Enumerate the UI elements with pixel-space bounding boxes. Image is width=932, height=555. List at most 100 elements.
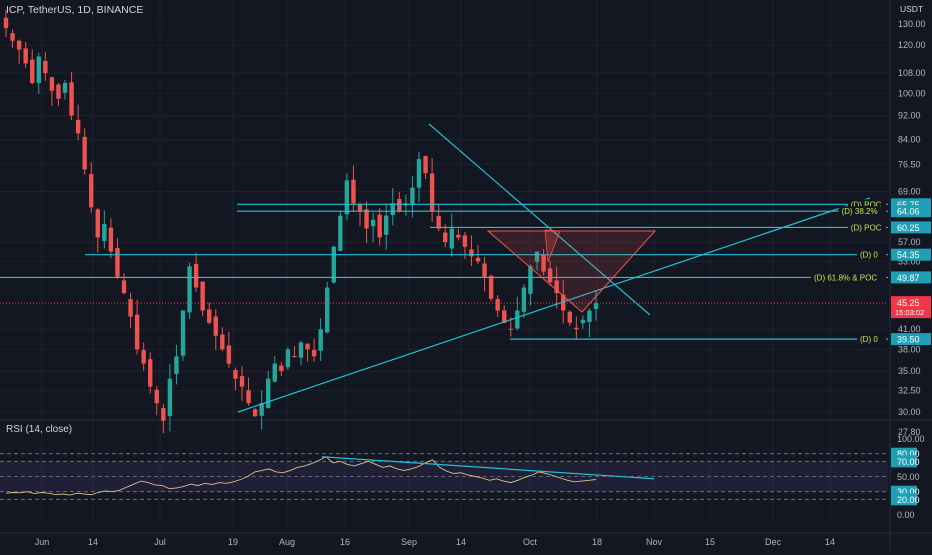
candle-body	[121, 280, 127, 294]
price-tick-label: 120.00	[898, 40, 926, 50]
candle-body	[167, 378, 173, 417]
pattern-wedge	[544, 229, 561, 263]
candle-body	[364, 209, 369, 229]
price-tick-label: 41.00	[898, 324, 921, 334]
rsi-tick-label: 0.00	[897, 510, 915, 520]
price-tick-label: 130.00	[898, 19, 926, 29]
candle-body	[187, 266, 192, 313]
candle-body	[429, 173, 435, 212]
level-value-text: 54.35	[897, 250, 920, 260]
level-value-text: 65.75	[897, 200, 920, 210]
level-tag-text: (D) POC	[851, 223, 882, 232]
candle-body	[311, 349, 317, 357]
price-tick-label: 92.00	[898, 110, 921, 120]
drawing-tools	[0, 123, 888, 413]
candle-body	[331, 246, 336, 283]
last-price-value: 45.25	[897, 298, 920, 308]
candle-body	[528, 266, 533, 294]
candle-body	[279, 365, 284, 372]
price-tick-label: 100.00	[898, 88, 926, 98]
candle-body	[344, 180, 350, 215]
time-tick-label: Jul	[154, 537, 166, 547]
price-tick-label: 27.80	[898, 427, 921, 437]
candle-body	[534, 251, 540, 262]
candle-body	[502, 310, 507, 323]
candle-body	[508, 328, 513, 330]
price-tick-label: 69.00	[898, 187, 921, 197]
candle-body	[305, 343, 310, 350]
candle-body	[567, 311, 572, 323]
pattern-triangle	[486, 230, 657, 313]
candle-body	[443, 232, 448, 243]
candle-body	[200, 281, 205, 311]
level-value-box	[891, 205, 931, 218]
level-value-text: 39.50	[897, 335, 920, 345]
rsi-tick-label: 80.00	[897, 449, 920, 459]
candle-body	[469, 249, 474, 257]
candle-body	[298, 342, 304, 358]
price-tick-label: 38.00	[898, 344, 921, 354]
candle-body	[292, 356, 297, 358]
time-tick-label: 14	[88, 537, 98, 547]
candle-body	[220, 334, 225, 350]
candle-body	[226, 345, 232, 364]
candle-body	[462, 235, 468, 247]
level-value-box	[891, 271, 931, 284]
candle-body	[574, 327, 579, 330]
candle-body	[154, 389, 159, 404]
candle-body	[174, 356, 179, 375]
time-tick-label: Oct	[523, 537, 538, 547]
grid-lines	[0, 0, 888, 525]
level-tag-text: (D) 61.8% & POC	[814, 273, 877, 282]
rising-trendline	[237, 197, 871, 413]
rsi-tick-label: 100.00	[897, 434, 925, 444]
candle-body	[482, 263, 487, 277]
level-tag-text: (D) POC	[851, 200, 882, 209]
level-value-box	[891, 221, 931, 234]
rsi-tick-label: 20.00	[897, 495, 920, 505]
candle-body	[180, 310, 186, 356]
candle-body	[115, 248, 120, 277]
time-tick-label: 18	[592, 537, 602, 547]
rsi-indicator-label[interactable]: RSI (14, close)	[6, 424, 73, 435]
time-tick-label: Sep	[401, 537, 417, 547]
symbol-header[interactable]: ICP, TetherUS, 1D, BINANCE	[6, 4, 144, 16]
candle-body	[56, 84, 61, 99]
price-tick-label: 30.00	[898, 407, 921, 417]
level-value-text: 49.87	[897, 273, 920, 283]
candle-body	[239, 376, 245, 387]
candle-body	[515, 310, 520, 329]
candle-body	[488, 275, 494, 299]
candle-body	[10, 33, 15, 41]
candle-body	[475, 257, 481, 262]
candle-body	[102, 224, 107, 241]
candle-body	[193, 263, 199, 288]
price-tick-label: 76.50	[898, 159, 921, 169]
candle-body	[49, 77, 55, 91]
candle-body	[449, 228, 454, 249]
candle-body	[16, 40, 22, 50]
candle-body	[207, 309, 212, 323]
candle-body	[89, 174, 94, 208]
level-tag-bg	[857, 334, 886, 345]
candle-body	[377, 214, 382, 238]
candle-body	[325, 287, 330, 333]
rsi-level-box	[891, 493, 917, 506]
candle-body	[108, 227, 114, 252]
time-tick-label: Aug	[279, 537, 295, 547]
candle-body	[233, 369, 238, 379]
level-value-box	[891, 248, 931, 261]
time-tick-label: 14	[825, 537, 835, 547]
candle-body	[587, 310, 592, 323]
candle-body	[593, 303, 599, 309]
candle-body	[259, 403, 264, 416]
candle-body	[266, 378, 271, 408]
candle-body	[62, 83, 68, 93]
rsi-line	[5, 456, 597, 496]
level-tag-bg	[811, 272, 886, 283]
level-value-box	[891, 333, 931, 346]
